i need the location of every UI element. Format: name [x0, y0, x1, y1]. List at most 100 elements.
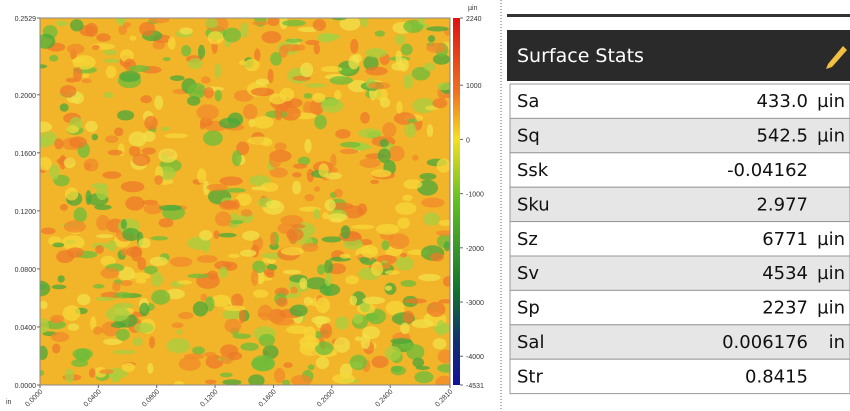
texture-blob: [60, 103, 69, 111]
texture-blob: [267, 259, 276, 264]
texture-blob: [275, 105, 283, 121]
texture-blob: [258, 313, 272, 317]
texture-blob: [407, 118, 417, 122]
texture-blob: [204, 352, 216, 357]
texture-blob: [396, 257, 414, 271]
texture-blob: [193, 301, 208, 316]
texture-blob: [36, 34, 55, 49]
texture-blob: [416, 366, 430, 370]
texture-blob: [412, 319, 434, 328]
texture-blob: [222, 310, 241, 320]
texture-blob: [123, 22, 131, 27]
texture-blob: [371, 262, 383, 276]
texture-blob: [304, 93, 313, 99]
texture-blob: [290, 305, 308, 317]
texture-blob: [382, 122, 396, 137]
texture-blob: [280, 88, 295, 102]
texture-blob: [382, 240, 390, 250]
texture-blob: [242, 231, 260, 241]
texture-blob: [51, 332, 69, 342]
texture-blob: [243, 104, 257, 119]
stat-unit: in: [829, 332, 845, 353]
texture-blob: [439, 220, 455, 226]
texture-blob: [385, 270, 400, 275]
texture-blob: [349, 296, 357, 306]
stat-name: Sv: [517, 263, 539, 284]
texture-blob: [321, 66, 343, 72]
texture-blob: [187, 274, 209, 279]
texture-blob: [134, 323, 153, 334]
stat-value: -0.04162: [727, 160, 808, 181]
texture-blob: [322, 236, 342, 242]
texture-blob: [314, 115, 327, 130]
texture-blob: [119, 71, 140, 82]
texture-blob: [95, 245, 104, 254]
texture-blob: [129, 146, 140, 157]
texture-blob: [443, 276, 454, 286]
texture-blob: [103, 50, 118, 55]
texture-blob: [208, 31, 224, 44]
texture-blob: [316, 357, 329, 369]
colorbar-tick-label: -4531: [466, 383, 484, 390]
stat-value: 0.8415: [745, 366, 808, 387]
texture-blob: [65, 187, 78, 200]
texture-blob: [302, 243, 319, 252]
texture-blob: [241, 209, 252, 216]
texture-blob: [270, 232, 276, 246]
texture-blob: [205, 18, 218, 28]
texture-blob: [371, 356, 388, 368]
texture-blob: [179, 357, 201, 371]
x-tick-label: 0.1200: [199, 388, 219, 408]
y-tick-label: 0.1200: [15, 209, 37, 216]
texture-blob: [240, 342, 258, 350]
texture-blob: [292, 172, 301, 177]
colorbar-tick-label: -4000: [466, 354, 484, 361]
texture-blob: [96, 33, 111, 42]
texture-blob: [92, 134, 98, 141]
texture-blob: [320, 323, 332, 338]
colorbar-tick-label: 2240: [466, 16, 482, 23]
texture-blob: [222, 379, 241, 385]
texture-blob: [214, 230, 220, 239]
texture-blob: [154, 175, 162, 185]
texture-blob: [240, 250, 256, 257]
texture-blob: [335, 316, 348, 329]
texture-blob: [256, 78, 270, 85]
texture-blob: [96, 215, 110, 231]
texture-blob: [205, 380, 217, 384]
texture-blob: [106, 307, 130, 322]
texture-blob: [151, 290, 170, 305]
stat-value: 433.0: [756, 91, 808, 112]
texture-blob: [376, 224, 399, 235]
texture-blob: [102, 171, 121, 179]
texture-blob: [170, 257, 193, 267]
texture-blob: [114, 292, 131, 298]
texture-blob: [350, 39, 358, 54]
texture-blob: [197, 168, 206, 183]
texture-blob: [112, 350, 136, 354]
texture-blob: [359, 158, 380, 168]
texture-blob: [380, 97, 391, 107]
texture-blob: [121, 280, 133, 286]
texture-blob: [194, 90, 203, 94]
texture-blob: [240, 22, 248, 37]
texture-blob: [391, 366, 406, 376]
texture-blob: [398, 217, 410, 228]
texture-blob: [380, 139, 389, 147]
texture-blob: [396, 101, 403, 114]
texture-blob: [176, 330, 182, 334]
texture-blob: [275, 142, 287, 151]
texture-blob: [77, 294, 90, 305]
texture-blob: [291, 224, 305, 228]
texture-blob: [283, 362, 292, 368]
texture-blob: [52, 285, 67, 290]
texture-blob: [116, 329, 130, 341]
texture-blob: [334, 189, 343, 198]
texture-blob: [304, 194, 314, 201]
texture-blob: [419, 173, 436, 180]
stat-value: 6771: [762, 229, 808, 250]
y-unit: in: [6, 399, 12, 406]
stat-name: Sq: [517, 126, 540, 147]
texture-blob: [423, 212, 440, 225]
stat-value: 2.977: [756, 194, 808, 215]
